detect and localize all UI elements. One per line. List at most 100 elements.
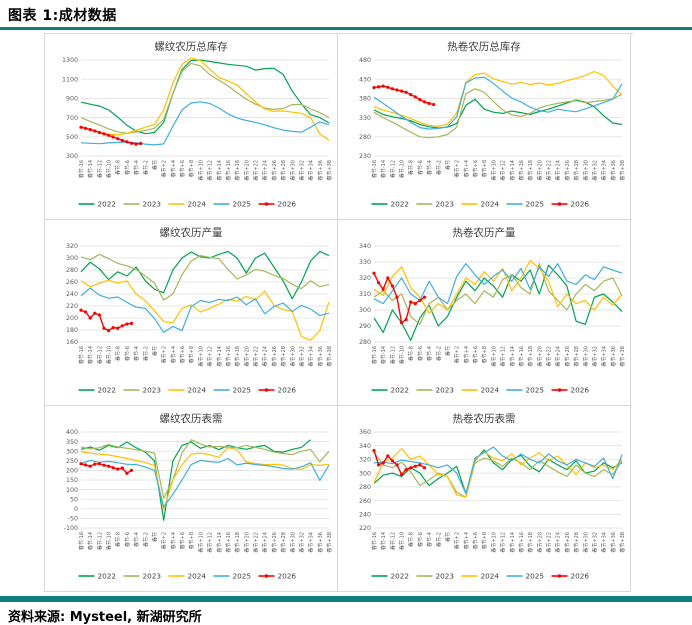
x-tick-label: 春节-6 — [124, 160, 131, 175]
legend-label-2026: 2026 — [278, 572, 297, 581]
x-tick-label: 春节+14 — [216, 532, 223, 553]
x-tick-label: 春节+24 — [555, 160, 562, 181]
x-tick-label: 春节+28 — [573, 160, 580, 181]
y-tick-label: 220 — [66, 303, 78, 310]
x-tick-label: 春节-10 — [399, 532, 406, 550]
y-tick-label: 1300 — [62, 57, 78, 64]
x-tick-label: 春节 — [444, 532, 451, 542]
x-tick-label: 春节+4 — [463, 346, 470, 363]
source-text: 资料来源: Mysteel, 新湖研究所 — [8, 610, 202, 625]
y-tick-label: 350 — [66, 439, 78, 446]
x-tick-label: 春节-6 — [417, 160, 424, 175]
x-tick-label: 春节-12 — [96, 532, 103, 550]
series-line-2022 — [373, 98, 623, 129]
x-tick-label: 春节+26 — [271, 160, 278, 181]
x-tick-label: 春节-6 — [417, 532, 424, 547]
x-tick-label: 春节+6 — [179, 160, 186, 177]
x-tick-label: 春节-12 — [96, 160, 103, 178]
legend-label-2025: 2025 — [233, 572, 252, 581]
x-tick-label: 春节+28 — [280, 532, 287, 553]
x-tick-label: 春节+18 — [527, 532, 534, 553]
chart-title: 螺纹农历表需 — [160, 412, 223, 425]
series-line-2024 — [373, 447, 623, 498]
x-tick-label: 春节+4 — [170, 160, 177, 177]
x-tick-label: 春节+20 — [536, 346, 543, 367]
legend-marker-2026 — [264, 202, 269, 206]
y-tick-label: 300 — [66, 255, 78, 262]
x-tick-label: 春节+2 — [161, 346, 168, 363]
x-tick-label: 春节+26 — [564, 346, 571, 367]
x-tick-label: 春节+16 — [225, 160, 232, 181]
x-tick-label: 春节+32 — [591, 346, 598, 367]
x-tick-label: 春节+32 — [298, 532, 305, 553]
legend-label-2023: 2023 — [143, 200, 162, 209]
x-tick-label: 春节+4 — [170, 532, 177, 549]
x-tick-label: 春节+20 — [243, 532, 250, 553]
y-tick-label: 180 — [66, 327, 78, 334]
x-tick-label: 春节+4 — [463, 532, 470, 549]
x-tick-label: 春节-12 — [389, 346, 396, 364]
x-tick-label: 春节+2 — [454, 532, 461, 549]
series-marker-2026 — [111, 466, 115, 470]
x-tick-label: 春节-2 — [435, 532, 442, 547]
series-marker-2026 — [88, 464, 92, 468]
y-tick-label: 260 — [66, 279, 78, 286]
legend-label-2024: 2024 — [188, 572, 207, 581]
x-tick-label: 春节+10 — [197, 532, 204, 553]
x-tick-label: 春节+12 — [207, 346, 214, 367]
x-tick-label: 春节+24 — [262, 532, 269, 553]
series-marker-2026 — [422, 295, 427, 299]
x-tick-label: 春节+8 — [481, 532, 488, 549]
chart-panel-6: 热卷农历表需 220 240 260 280 300 320 340 360 春节-16 春节-14… — [338, 406, 631, 592]
x-tick-label: 春节+30 — [289, 532, 296, 553]
series-marker-2026 — [102, 132, 106, 136]
y-tick-label: 150 — [66, 477, 78, 484]
footer-divider — [0, 596, 692, 602]
figure-footer: 资料来源: Mysteel, 新湖研究所 — [0, 602, 692, 625]
series-marker-2026 — [395, 295, 399, 299]
y-tick-label: 320 — [359, 275, 371, 282]
x-tick-label: 春节+12 — [500, 532, 507, 553]
legend-label-2022: 2022 — [98, 572, 117, 581]
series-marker-2026 — [400, 89, 404, 93]
series-line-2025 — [80, 457, 330, 508]
x-tick-label: 春节+14 — [216, 346, 223, 367]
y-tick-label: 320 — [66, 243, 78, 250]
series-line-2025 — [80, 287, 330, 334]
x-tick-label: 春节+16 — [225, 346, 232, 367]
x-tick-label: 春节+6 — [179, 346, 186, 363]
y-tick-label: 290 — [359, 323, 371, 330]
series-line-2026 — [80, 309, 132, 332]
series-marker-2026 — [427, 101, 431, 105]
chart-panel-3: 螺纹农历产量 160 180 200 220 240 260 280 300 320 春节-16 春节… — [45, 220, 338, 406]
legend-label-2024: 2024 — [188, 200, 207, 209]
series-marker-2026 — [377, 463, 381, 467]
series-marker-2026 — [413, 95, 417, 99]
x-tick-label: 春节-10 — [399, 160, 406, 178]
series-marker-2026 — [84, 310, 88, 314]
x-tick-label: 春节+20 — [243, 346, 250, 367]
charts-grid: 螺纹农历总库存 300 500 700 900 1100 1300 春节-16 春节-14 春节-… — [44, 33, 633, 592]
y-tick-label: 340 — [359, 243, 371, 250]
x-tick-label: 春节-2 — [142, 532, 149, 547]
y-tick-label: 300 — [359, 307, 371, 314]
series-marker-2026 — [409, 466, 413, 470]
series-line-2025 — [373, 76, 623, 130]
x-tick-label: 春节+30 — [582, 346, 589, 367]
x-tick-label: 春节+36 — [610, 160, 617, 181]
legend-label-2025: 2025 — [526, 572, 545, 581]
x-tick-label: 春节+22 — [546, 346, 553, 367]
series-marker-2026 — [120, 324, 124, 328]
series-line-2023 — [373, 88, 623, 139]
chart-svg: 热卷农历总库存 230 280 330 380 430 480 春节-16 春节-14 春节-12… — [359, 40, 626, 209]
y-tick-label: 280 — [359, 339, 371, 346]
legend-label-2023: 2023 — [143, 572, 162, 581]
x-tick-label: 春节+28 — [573, 532, 580, 553]
x-tick-label: 春节-14 — [87, 346, 94, 364]
y-tick-label: 230 — [359, 153, 371, 160]
legend-marker-2026 — [557, 574, 562, 578]
series-line-2025 — [373, 262, 623, 305]
x-tick-label: 春节-14 — [380, 160, 387, 178]
